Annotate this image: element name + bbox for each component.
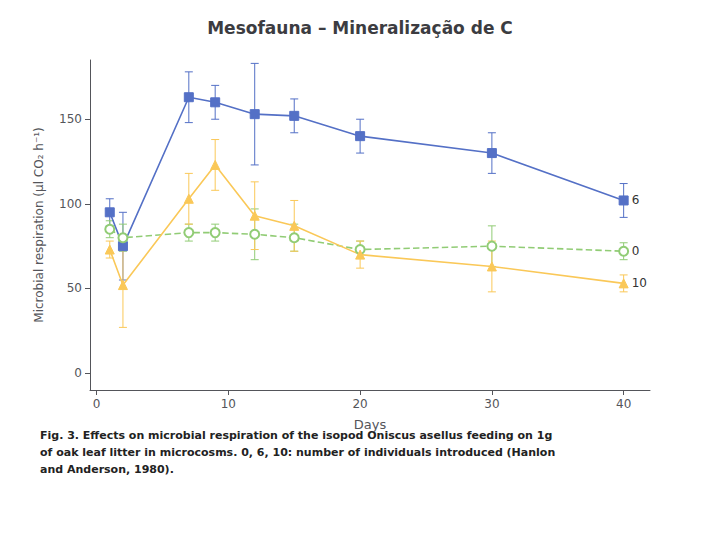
svg-text:of oak leaf litter in microcos: of oak leaf litter in microcosms. 0, 6, … [40, 446, 555, 459]
svg-text:0: 0 [74, 366, 82, 380]
svg-text:Fig. 3. Effects on microbial r: Fig. 3. Effects on microbial respiration… [40, 429, 552, 442]
svg-text:10: 10 [221, 397, 236, 411]
svg-text:Days: Days [354, 417, 387, 432]
svg-text:0: 0 [632, 244, 640, 258]
svg-text:30: 30 [484, 397, 499, 411]
svg-text:20: 20 [352, 397, 367, 411]
svg-text:50: 50 [67, 281, 82, 295]
svg-text:6: 6 [632, 193, 640, 207]
svg-text:Microbial respiration (µl CO₂: Microbial respiration (µl CO₂ h⁻¹) [32, 127, 46, 322]
svg-text:10: 10 [632, 276, 647, 290]
svg-text:100: 100 [59, 197, 82, 211]
svg-text:Mesofauna – Mineralização de C: Mesofauna – Mineralização de C [207, 18, 513, 38]
svg-text:150: 150 [59, 112, 82, 126]
svg-text:40: 40 [616, 397, 631, 411]
svg-text:0: 0 [93, 397, 101, 411]
svg-text:and Anderson, 1980).: and Anderson, 1980). [40, 463, 174, 476]
